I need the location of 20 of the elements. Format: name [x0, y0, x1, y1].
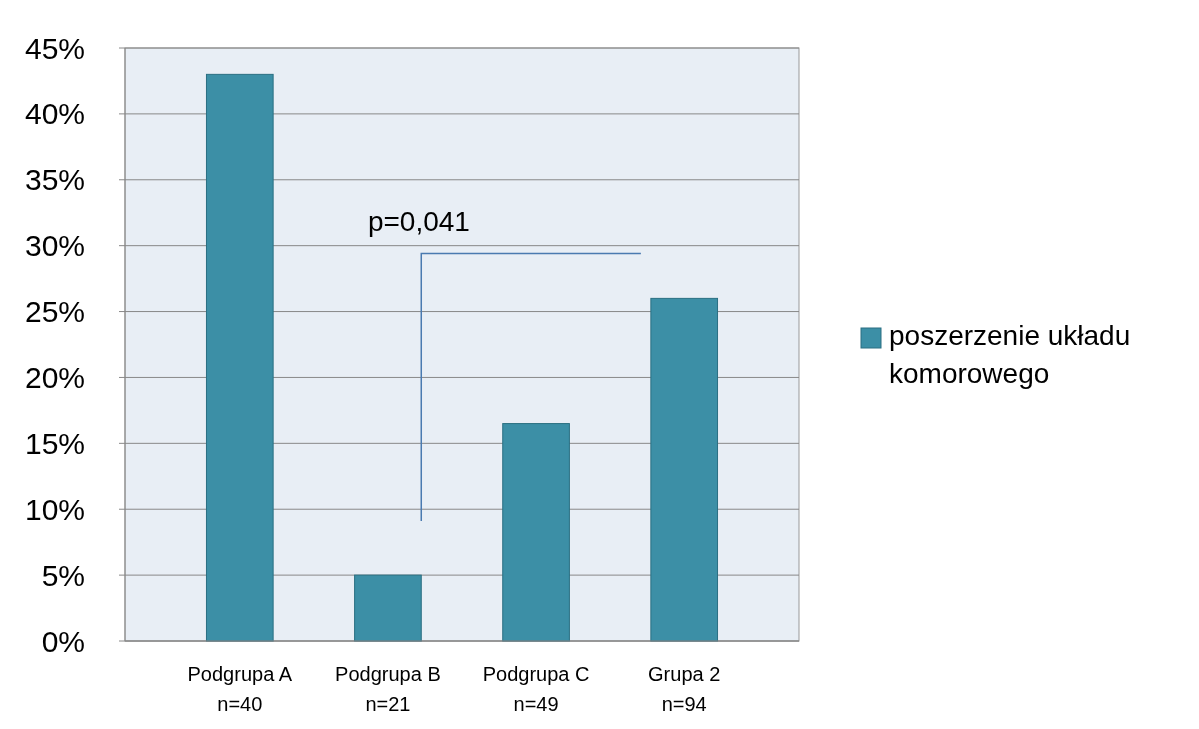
bar — [502, 423, 570, 642]
x-tick-label: Podgrupa C n=49 — [482, 663, 590, 715]
x-tick-label: Podgrupa B n=21 — [335, 663, 441, 715]
bar — [650, 297, 719, 642]
y-tick-label: 0% — [41, 624, 85, 658]
y-tick-label: 30% — [24, 229, 85, 263]
annotation: p=0,041 — [367, 206, 470, 238]
y-tick-label: 40% — [24, 97, 85, 131]
y-tick-label: 10% — [24, 492, 85, 526]
x-tick-label: Grupa 2 n=94 — [648, 663, 721, 715]
y-tick-label: 15% — [24, 426, 85, 460]
bar — [354, 574, 422, 642]
y-tick-label: 5% — [41, 558, 85, 592]
y-tick-label: 20% — [24, 360, 85, 394]
y-tick-label: 45% — [24, 31, 85, 65]
y-tick-label: 35% — [24, 163, 85, 197]
legend-label: poszerzenie układu komorowego — [889, 320, 1131, 389]
x-tick-label: Podgrupa A n=40 — [187, 663, 293, 715]
y-tick-label: 25% — [24, 295, 85, 329]
bar — [205, 73, 274, 642]
